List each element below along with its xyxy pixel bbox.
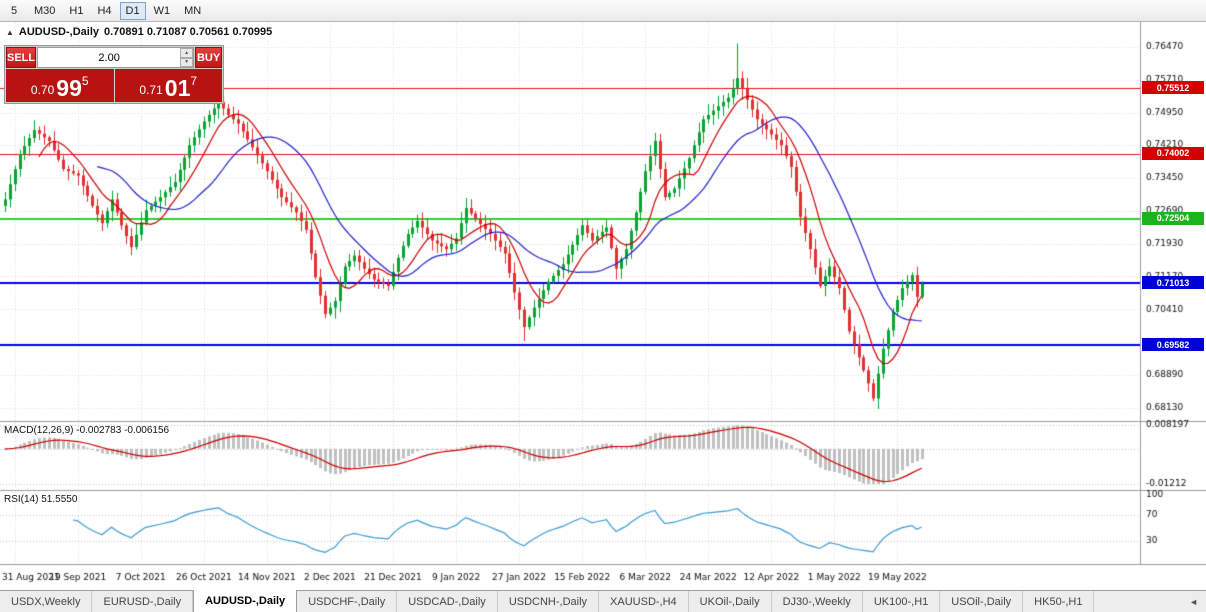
chart-tab-eurusd[interactable]: EURUSD-,Daily xyxy=(92,591,194,612)
chart-symbol-label: AUDUSD-,Daily xyxy=(18,26,99,38)
trade-controls-row: SELL ▲ ▼ BUY xyxy=(6,47,222,68)
lot-spinner: ▲ ▼ xyxy=(180,48,194,67)
buy-price-pips: 01 xyxy=(164,75,191,101)
lot-size-field: ▲ ▼ xyxy=(37,47,195,68)
timeframe-button-h1[interactable]: H1 xyxy=(63,2,89,20)
sell-price-pips: 99 xyxy=(56,75,82,101)
price-level-badge: 0.72504 xyxy=(1142,211,1204,225)
sell-price-prefix: 0.70 xyxy=(30,83,55,97)
macd-indicator-label: MACD(12,26,9) -0.002783 -0.006156 xyxy=(4,425,170,436)
lot-decrease-button[interactable]: ▼ xyxy=(180,57,194,67)
lot-size-input[interactable] xyxy=(38,48,181,67)
price-level-badge: 0.71013 xyxy=(1142,276,1204,290)
buy-button[interactable]: BUY xyxy=(195,47,222,68)
timeframe-button-d1[interactable]: D1 xyxy=(119,1,146,20)
timeframe-toolbar: 5 M30 H1 H4 D1 W1 MN xyxy=(0,0,1206,22)
chart-area: ▲ AUDUSD-,Daily 0.70891 0.71087 0.70561 … xyxy=(0,22,1206,590)
timeframe-button-mn[interactable]: MN xyxy=(178,2,207,20)
sell-button[interactable]: SELL xyxy=(6,47,37,68)
chart-tab-ukoil[interactable]: UKOil-,Daily xyxy=(689,591,772,612)
chart-tabs-bar: USDX,Weekly EURUSD-,Daily AUDUSD-,Daily USD… xyxy=(0,590,1206,612)
chart-tab-hk50[interactable]: HK50-,H1 xyxy=(1023,591,1095,612)
tabs-scroll-left-icon[interactable]: ◄ xyxy=(1189,596,1198,607)
lot-increase-button[interactable]: ▲ xyxy=(180,48,194,58)
price-level-badge: 0.69582 xyxy=(1142,338,1204,352)
chart-tab-usdcnh[interactable]: USDCNH-,Daily xyxy=(498,591,600,612)
chart-tab-usdcad[interactable]: USDCAD-,Daily xyxy=(397,591,498,612)
chart-tab-audusd[interactable]: AUDUSD-,Daily xyxy=(193,590,298,612)
chart-tab-dj30[interactable]: DJ30-,Weekly xyxy=(772,591,863,612)
sell-price-display[interactable]: 0.70 99 5 xyxy=(6,69,114,102)
rsi-indicator-label: RSI(14) 51.5550 xyxy=(4,494,78,505)
chart-tab-uk100[interactable]: UK100-,H1 xyxy=(863,591,941,612)
price-level-badge: 0.75512 xyxy=(1142,81,1204,95)
one-click-trading-panel: SELL ▲ ▼ BUY 0.70 99 5 0.71 xyxy=(4,45,224,104)
buy-price-point: 7 xyxy=(190,74,198,88)
buy-price-display[interactable]: 0.71 01 7 xyxy=(114,69,222,102)
buy-price-prefix: 0.71 xyxy=(139,83,163,97)
chart-tab-usoil[interactable]: USOil-,Daily xyxy=(940,591,1024,612)
timeframe-button-h4[interactable]: H4 xyxy=(91,2,117,20)
timeframe-button-5[interactable]: 5 xyxy=(2,2,26,20)
chart-icon: ▲ xyxy=(6,27,14,37)
trade-prices-row: 0.70 99 5 0.71 01 7 xyxy=(6,69,222,102)
chart-tab-usdx[interactable]: USDX,Weekly xyxy=(0,591,93,612)
sell-price-point: 5 xyxy=(81,74,89,88)
chart-ohlc-values: 0.70891 0.71087 0.70561 0.70995 xyxy=(104,26,273,38)
timeframe-button-m30[interactable]: M30 xyxy=(28,2,61,20)
timeframe-button-w1[interactable]: W1 xyxy=(148,2,177,20)
price-level-badge: 0.74002 xyxy=(1142,146,1204,160)
chart-tab-usdchf[interactable]: USDCHF-,Daily xyxy=(297,591,398,612)
price-chart-canvas[interactable] xyxy=(0,22,1206,590)
chart-tab-xauusd[interactable]: XAUUSD-,H4 xyxy=(599,591,689,612)
chart-title: ▲ AUDUSD-,Daily 0.70891 0.71087 0.70561 … xyxy=(6,26,272,38)
